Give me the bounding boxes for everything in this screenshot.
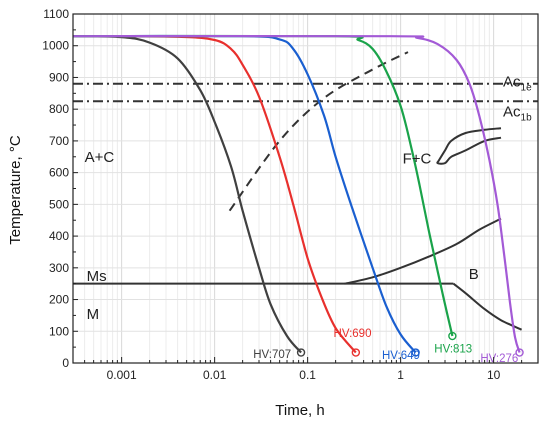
y-tick-label: 800 — [49, 102, 69, 116]
ac-label: Ac1b — [503, 103, 532, 123]
x-tick-label: 10 — [487, 368, 501, 382]
region-label: A+C — [85, 149, 115, 166]
y-tick-label: 400 — [49, 229, 69, 243]
end-marker — [448, 331, 457, 341]
hardness-label: HV:690 — [334, 328, 372, 340]
critical-cooling-dashed-line — [228, 51, 409, 212]
end-marker — [411, 348, 420, 357]
hardness-label: HV:707 — [253, 349, 291, 361]
hardness-label: HV:813 — [434, 344, 472, 356]
end-marker — [515, 348, 524, 357]
y-tick-label: 200 — [49, 293, 69, 307]
end-marker — [296, 348, 306, 357]
cooling-curve — [72, 34, 417, 354]
y-tick-label: 1000 — [42, 39, 69, 53]
x-axis-label: Time, h — [275, 402, 324, 419]
y-axis-label: Temperature, °C — [7, 135, 24, 245]
y-tick-label: 0 — [62, 356, 69, 370]
chart-lines — [73, 51, 538, 331]
cooling-curve — [72, 34, 521, 353]
x-tick-label: 0.001 — [107, 368, 137, 382]
region-label: F+C — [403, 150, 432, 167]
ferrite-nose-line — [436, 127, 502, 165]
x-tick-label: 0.1 — [299, 368, 316, 382]
axes: 0 100 200 300 400 500 600 700 800 900 1000 1100 0.00… — [42, 7, 539, 382]
x-tick-label: 1 — [397, 368, 404, 382]
hardness-label: HV:649 — [382, 350, 420, 362]
plot-frame — [72, 13, 539, 364]
y-tick-label: 1100 — [43, 7, 69, 21]
y-tick-label: 500 — [49, 197, 69, 211]
end-markers — [296, 331, 524, 357]
region-label: Ms — [87, 268, 107, 285]
ac-label: Ac1e — [503, 73, 532, 93]
end-marker — [351, 348, 361, 357]
cooling-curve — [72, 35, 302, 354]
y-tick-label: 300 — [49, 261, 69, 275]
y-tick-label: 100 — [49, 324, 69, 338]
bainite-upper-line — [344, 217, 502, 285]
grid — [72, 13, 539, 364]
cooling-curve — [72, 35, 357, 354]
x-tick-label: 0.01 — [203, 368, 227, 382]
y-tick-label: 700 — [49, 134, 69, 148]
bainite-lower-line — [452, 282, 523, 331]
y-tick-label: 600 — [49, 166, 69, 180]
region-label: B — [469, 266, 479, 283]
cooling-curves — [72, 34, 521, 354]
y-tick-label: 900 — [49, 70, 69, 84]
region-label: M — [87, 306, 100, 323]
cooling-curve — [72, 34, 454, 337]
